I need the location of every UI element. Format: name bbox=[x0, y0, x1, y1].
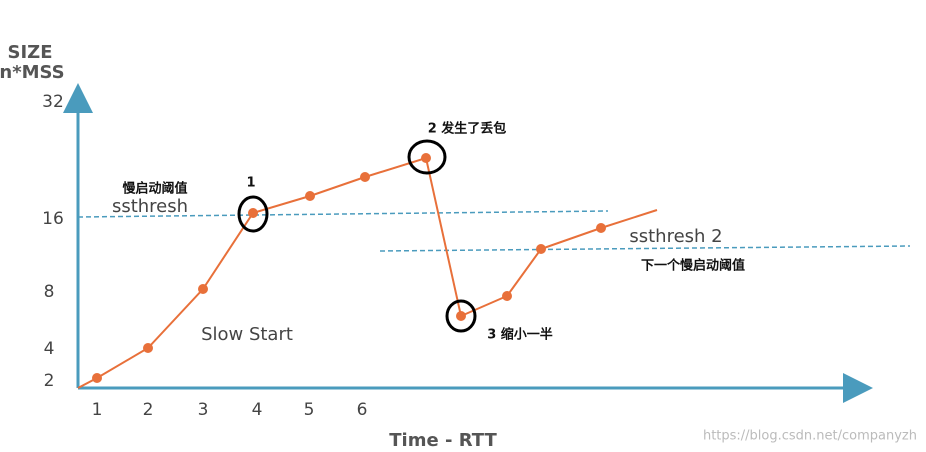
watermark: https://blog.csdn.net/companyzh bbox=[703, 429, 917, 444]
y-label: 8 bbox=[44, 282, 55, 302]
x-label: 6 bbox=[357, 400, 368, 420]
ssthresh-line bbox=[77, 210, 609, 218]
ssthresh-2-line bbox=[379, 245, 911, 252]
annotation: 慢启动阈值 bbox=[122, 181, 187, 197]
x-label: 5 bbox=[304, 400, 315, 420]
x-label: 1 bbox=[92, 400, 103, 420]
points bbox=[92, 153, 606, 383]
y-title: n*MSS bbox=[0, 62, 65, 83]
phase-label: Slow Start bbox=[201, 324, 293, 345]
x-title: Time - RTT bbox=[389, 430, 497, 451]
annotation: 1 bbox=[246, 176, 255, 191]
x-label: 3 bbox=[198, 400, 209, 420]
x-label: 2 bbox=[143, 400, 154, 420]
annotation: ssthresh 2 bbox=[629, 226, 722, 247]
y-label: 16 bbox=[42, 209, 64, 229]
annotation: 2 发生了丢包 bbox=[428, 121, 507, 137]
y-label: 2 bbox=[44, 371, 55, 391]
y-label: 4 bbox=[44, 339, 55, 359]
annotation: ssthresh bbox=[112, 196, 188, 217]
y-title: SIZE bbox=[7, 42, 52, 63]
highlight-circles bbox=[237, 139, 477, 333]
annotation: 3 缩小一半 bbox=[487, 327, 553, 343]
x-label: 4 bbox=[252, 400, 263, 420]
y-label: 32 bbox=[42, 92, 64, 112]
annotation: 下一个慢启动阈值 bbox=[641, 258, 745, 274]
